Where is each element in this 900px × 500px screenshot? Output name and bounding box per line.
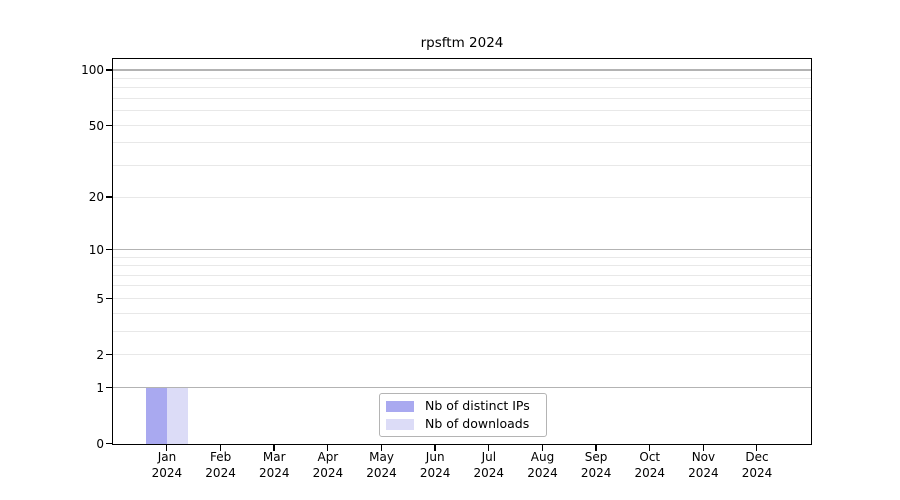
gridline-minor bbox=[113, 297, 811, 299]
gridline-major bbox=[113, 386, 811, 388]
y-tick-label: 50 bbox=[88, 118, 104, 133]
x-tick-label-line: Oct bbox=[639, 450, 661, 464]
x-tick-label-line: Dec bbox=[745, 450, 769, 464]
y-tick-label: 1 bbox=[96, 380, 104, 395]
gridline-major bbox=[113, 69, 811, 71]
x-tick-label: Oct 2024 bbox=[610, 449, 690, 481]
y-tick-mark bbox=[106, 248, 112, 251]
x-tick-label-line: 2024 bbox=[688, 466, 719, 480]
gridline-minor bbox=[113, 330, 811, 332]
y-tick-label: 2 bbox=[96, 347, 104, 362]
x-tick-label-line: Feb bbox=[209, 450, 232, 464]
x-tick-label-line: Mar bbox=[262, 450, 286, 464]
x-tick-label-line: 2024 bbox=[366, 466, 397, 480]
x-tick-mark bbox=[380, 445, 382, 451]
legend: Nb of distinct IPs Nb of downloads bbox=[379, 393, 547, 437]
x-tick-label-line: Jun bbox=[425, 450, 445, 464]
x-tick-mark bbox=[648, 445, 651, 451]
x-tick-label-line: 2024 bbox=[634, 466, 666, 480]
x-tick-label-line: Jul bbox=[481, 450, 497, 464]
gridline-minor bbox=[113, 256, 811, 258]
x-tick-mark bbox=[541, 445, 543, 451]
x-tick-label: Jul 2024 bbox=[449, 449, 529, 481]
gridline-minor bbox=[113, 165, 811, 167]
chart-title: rpsftm 2024 bbox=[420, 35, 504, 51]
gridline-minor bbox=[113, 354, 811, 355]
gridline-minor bbox=[113, 274, 811, 276]
y-tick-label: 0 bbox=[96, 436, 104, 451]
x-tick-mark bbox=[166, 445, 168, 451]
y-tick-label: 20 bbox=[88, 190, 104, 205]
bar-downloads bbox=[166, 387, 188, 444]
gridline-minor bbox=[113, 77, 811, 79]
y-tick-mark bbox=[106, 442, 112, 445]
bar-distinct-ips bbox=[145, 387, 167, 444]
x-tick-label-line: 2024 bbox=[473, 466, 505, 480]
x-tick-label: Feb 2024 bbox=[181, 449, 261, 481]
x-tick-mark bbox=[595, 445, 597, 451]
x-tick-label: Sep 2024 bbox=[556, 449, 636, 481]
legend-label: Nb of distinct IPs bbox=[425, 398, 530, 413]
gridline-minor bbox=[113, 124, 811, 126]
x-tick-label: Aug 2024 bbox=[502, 449, 582, 481]
legend-swatch-icon bbox=[386, 400, 414, 412]
gridline-minor bbox=[113, 285, 811, 287]
legend-item: Nb of downloads bbox=[386, 417, 546, 431]
x-tick-label: May 2024 bbox=[342, 449, 422, 481]
x-tick-label: Dec 2024 bbox=[717, 449, 797, 481]
x-tick-label: Nov 2024 bbox=[663, 449, 743, 481]
gridline-minor bbox=[113, 196, 811, 198]
gridline-minor bbox=[113, 142, 811, 144]
gridline-minor bbox=[113, 110, 811, 112]
x-tick-label: Jun 2024 bbox=[395, 449, 475, 481]
legend-swatch-icon bbox=[386, 418, 414, 430]
x-tick-label-line: Jan bbox=[157, 450, 177, 464]
x-tick-label-line: 2024 bbox=[312, 466, 344, 480]
y-tick-label: 10 bbox=[88, 242, 104, 257]
x-tick-label: Mar 2024 bbox=[234, 449, 314, 481]
x-tick-label-line: 2024 bbox=[527, 466, 558, 480]
x-tick-label-line: 2024 bbox=[419, 466, 451, 480]
x-tick-label-line: Aug bbox=[530, 450, 555, 464]
x-tick-mark bbox=[219, 445, 221, 451]
y-tick-mark bbox=[106, 297, 112, 300]
x-tick-label-line: Apr bbox=[317, 450, 339, 464]
y-tick-mark bbox=[106, 69, 112, 71]
gridline-minor bbox=[113, 265, 811, 267]
y-tick-mark bbox=[106, 386, 112, 389]
x-tick-label-line: 2024 bbox=[258, 466, 290, 480]
y-tick-label: 5 bbox=[96, 291, 104, 306]
y-tick-mark bbox=[106, 196, 112, 198]
y-tick-mark bbox=[106, 124, 112, 126]
x-tick-label-line: 2024 bbox=[151, 466, 183, 480]
x-tick-mark bbox=[756, 445, 758, 451]
x-tick-label: Apr 2024 bbox=[288, 449, 368, 481]
x-tick-label-line: Sep bbox=[584, 450, 608, 464]
x-tick-mark bbox=[702, 445, 704, 451]
x-tick-label-line: 2024 bbox=[205, 466, 236, 480]
x-tick-mark bbox=[434, 445, 436, 451]
y-tick-label: 100 bbox=[81, 63, 104, 78]
x-tick-mark bbox=[326, 445, 329, 451]
y-tick-mark bbox=[106, 353, 112, 356]
x-tick-label-line: 2024 bbox=[580, 466, 612, 480]
gridline-minor bbox=[113, 312, 811, 314]
gridline-minor bbox=[113, 87, 811, 89]
legend-label: Nb of downloads bbox=[425, 416, 530, 431]
x-tick-mark bbox=[273, 445, 275, 451]
plot-area bbox=[106, 58, 812, 451]
x-tick-label-line: Nov bbox=[691, 450, 716, 464]
x-tick-label: Jan 2024 bbox=[127, 449, 207, 481]
gridline-minor bbox=[113, 98, 811, 99]
x-tick-mark bbox=[487, 445, 490, 451]
x-tick-label-line: May bbox=[369, 450, 394, 464]
x-tick-label-line: 2024 bbox=[741, 466, 773, 480]
gridline-major bbox=[113, 248, 811, 251]
legend-item: Nb of distinct IPs bbox=[386, 399, 546, 413]
